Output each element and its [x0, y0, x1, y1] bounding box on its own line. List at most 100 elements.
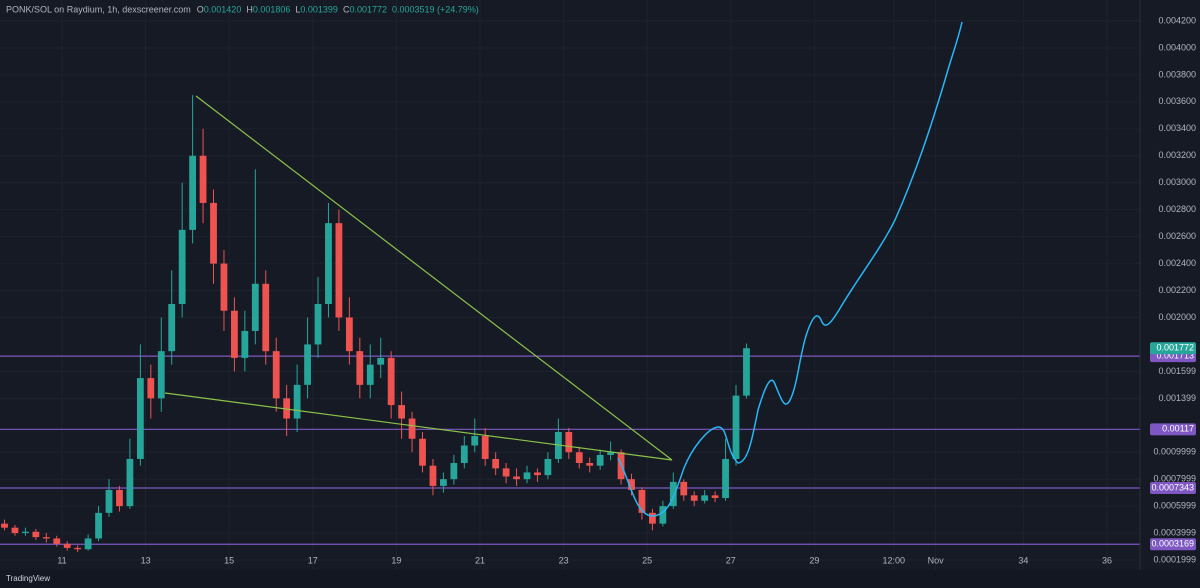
candle-body — [722, 458, 729, 499]
candle-body — [534, 472, 541, 476]
candle-body — [136, 378, 144, 459]
y-tick-label: 0.003200 — [1158, 150, 1196, 160]
candle-body — [649, 512, 656, 524]
y-tick-label: 0.003800 — [1158, 69, 1196, 79]
candle-body — [251, 283, 259, 331]
candle-body — [262, 283, 270, 352]
candle-body — [345, 317, 353, 352]
y-tick-label: 0.001599 — [1158, 366, 1196, 376]
candle-body — [408, 418, 416, 439]
y-tick-label: 0.004000 — [1158, 42, 1196, 52]
candle-body — [440, 479, 447, 486]
candle-body — [32, 531, 40, 538]
y-tick-label: 0.002400 — [1158, 258, 1196, 268]
candle-body — [95, 512, 102, 539]
forecast-curve — [617, 21, 963, 517]
level-label: 0.0007343 — [1151, 482, 1194, 492]
ohlc-value: 0.001399 — [300, 4, 338, 14]
ohlc-key: H — [246, 4, 253, 14]
candle-body — [105, 489, 113, 513]
candle-body — [304, 344, 311, 385]
candle-body — [523, 472, 531, 480]
ohlc-key: L — [295, 4, 300, 14]
level-label: 0.0003169 — [1151, 539, 1194, 549]
candle-body — [356, 351, 364, 385]
y-tick-label: 0.002600 — [1158, 231, 1196, 241]
candle-body — [272, 351, 280, 399]
candle-body — [210, 202, 217, 264]
x-tick-label: Nov — [928, 555, 945, 565]
x-tick-label: 21 — [475, 555, 485, 565]
candle-body — [178, 229, 186, 304]
x-axis: 11 13 15 17 19 21 23 25 27 29 12:00 Nov 34 36 — [57, 555, 1112, 565]
candle-body — [74, 547, 82, 550]
change: 0.0003519 (+24.79%) — [392, 4, 479, 14]
x-tick-label: 29 — [809, 555, 819, 565]
footer-bar — [0, 570, 1200, 588]
y-tick-label: 0.003600 — [1158, 96, 1196, 106]
level-label: 0.001713 — [1156, 351, 1194, 361]
y-tick-label: 0.003000 — [1158, 177, 1196, 187]
y-axis: 0.004200 0.004000 0.003800 0.003600 0.003400… — [1150, 15, 1196, 564]
drawings — [164, 21, 963, 517]
y-tick-label: 0.003400 — [1158, 123, 1196, 133]
y-tick-label: 0.002200 — [1158, 285, 1196, 295]
candle-body — [314, 304, 322, 345]
candle-body — [513, 476, 520, 480]
candle-body — [502, 468, 510, 477]
candle-body — [147, 378, 155, 399]
candle-body — [63, 543, 71, 548]
y-tick-label: 0.001399 — [1158, 393, 1196, 403]
candle-body — [366, 364, 374, 385]
x-tick-label: 25 — [642, 555, 652, 565]
x-tick-label: 27 — [726, 555, 736, 565]
candle-body — [471, 436, 479, 446]
candle-body — [701, 495, 709, 501]
candle-body — [84, 538, 92, 550]
candle-body — [199, 155, 207, 203]
y-tick-label: 0.002800 — [1158, 204, 1196, 214]
candle-body — [544, 458, 552, 476]
level-tag — [1150, 342, 1196, 355]
x-tick-label: 17 — [308, 555, 318, 565]
x-tick-label: 11 — [57, 555, 66, 565]
level-tag — [1150, 423, 1196, 436]
ohlc-key: C — [343, 4, 350, 14]
candle-body — [220, 263, 228, 311]
candles — [1, 95, 750, 552]
level-label: 0.001772 — [1156, 343, 1194, 353]
candle-body — [157, 351, 165, 399]
candle-body — [492, 458, 500, 469]
candle-body — [659, 506, 667, 524]
level-tag — [1150, 482, 1196, 495]
candle-body — [53, 538, 61, 544]
x-tick-label: 36 — [1102, 555, 1112, 565]
x-tick-label: 19 — [391, 555, 401, 565]
candle-body — [387, 357, 395, 406]
candle-body — [607, 452, 615, 455]
candle-body — [42, 537, 50, 539]
candle-body — [189, 155, 197, 230]
candle-body — [596, 454, 604, 466]
candle-body — [419, 438, 426, 466]
candle-body — [1, 523, 8, 528]
x-tick-label: 15 — [224, 555, 234, 565]
candle-body — [732, 395, 740, 459]
candle-body — [429, 465, 437, 486]
candle-body — [575, 452, 583, 464]
candle-body — [586, 463, 594, 466]
level-label: 0.00117 — [1162, 424, 1194, 434]
x-tick-label: 23 — [559, 555, 569, 565]
levels — [0, 355, 1140, 545]
header: PONK/SOL on Raydium, 1h, dexscreener.com… — [6, 4, 479, 14]
candle-body — [669, 481, 677, 507]
candle-body — [325, 223, 332, 304]
y-tick-label: 0.0005999 — [1153, 501, 1196, 511]
candle-body — [168, 304, 176, 352]
y-tick-label: 0.0009999 — [1153, 447, 1196, 457]
grid — [0, 0, 1140, 570]
y-tick-label: 0.004200 — [1158, 15, 1196, 25]
x-tick-label: 13 — [141, 555, 151, 565]
